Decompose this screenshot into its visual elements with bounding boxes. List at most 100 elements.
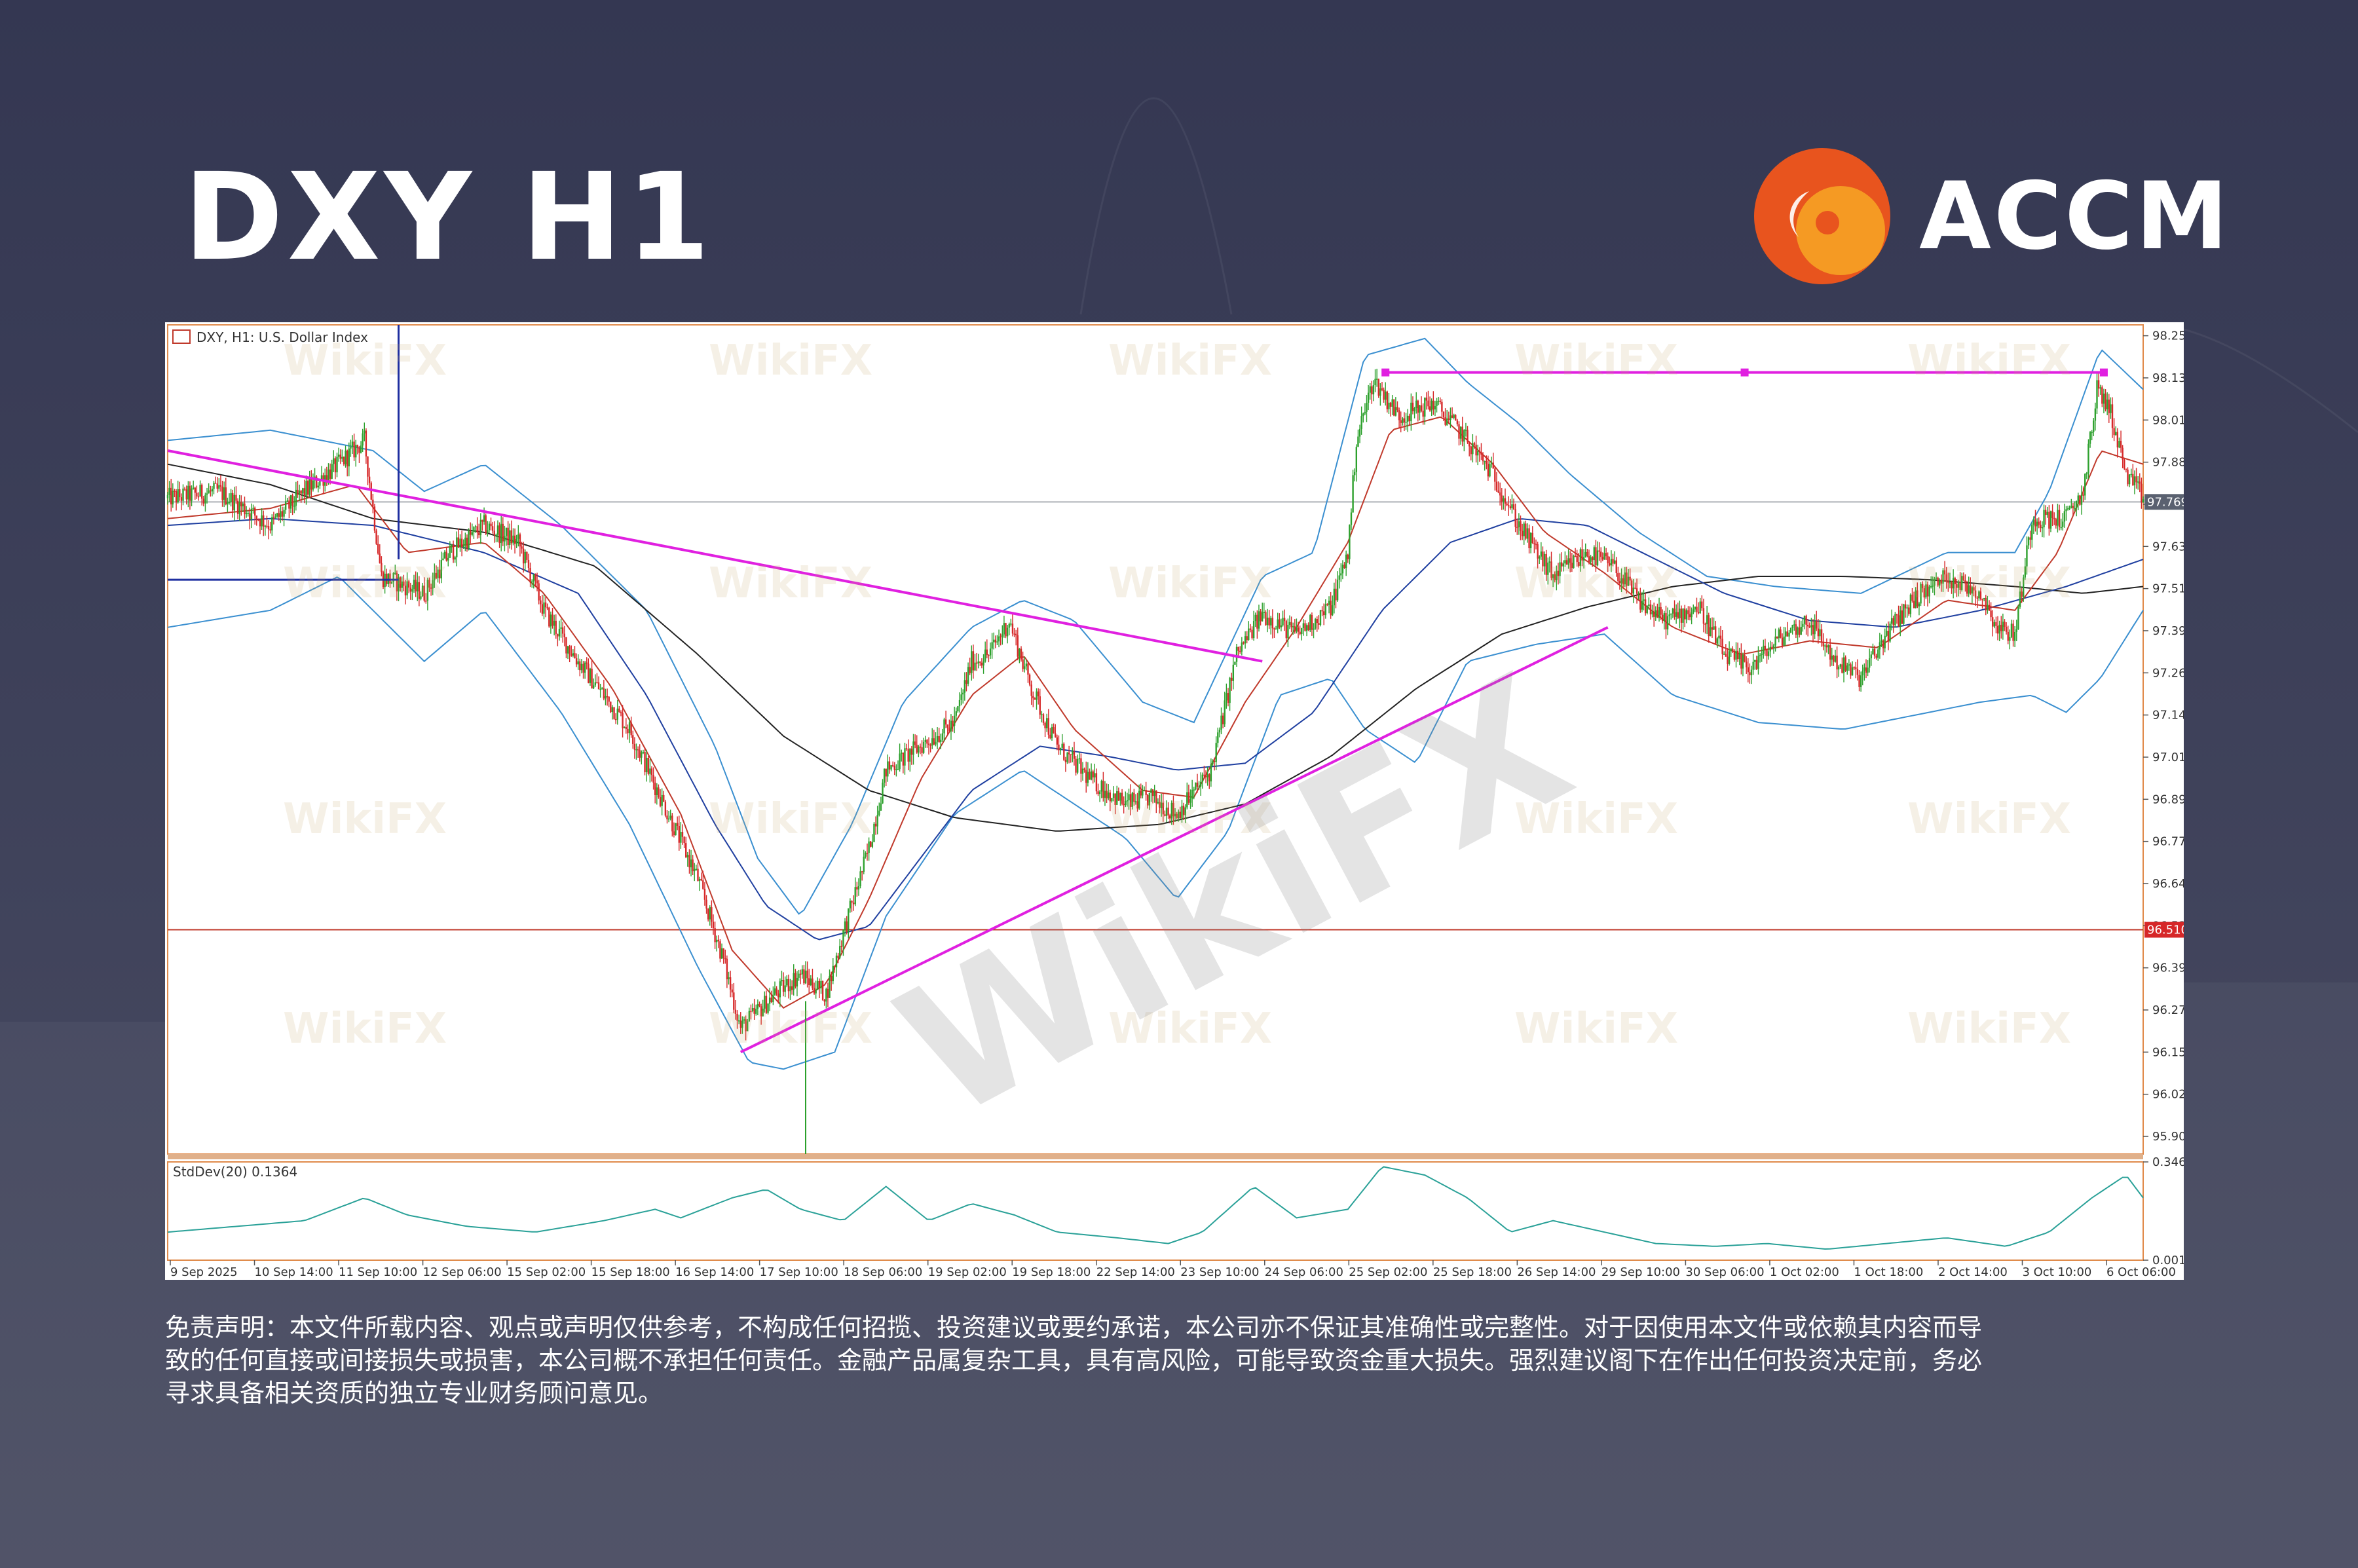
candle-body [565,637,567,654]
candle-body [1656,610,1658,618]
candle-body [1629,576,1631,581]
candle-body [452,544,455,560]
watermark-label: WikiFX [283,337,447,385]
candle-body [1335,588,1337,601]
candle-body [1662,614,1664,622]
candle-body [1109,793,1112,802]
candle-body [873,823,875,842]
candle-body [2000,624,2002,631]
candle-body [1831,656,1833,660]
candle-body [1711,627,1713,630]
brand-logo-inner-icon [1796,186,1885,275]
candle-body [1685,610,1687,620]
candle-body [183,488,186,490]
candle-body [454,557,456,560]
candle-body [2130,474,2132,476]
candle-body [2068,508,2070,510]
candle-body [1275,628,1277,630]
candle-body [1824,645,1826,646]
candle-body [2055,519,2057,526]
candle-body [1593,547,1595,561]
candle-body [297,489,299,495]
candle-body [1237,646,1239,651]
candle-body [291,495,293,506]
candle-body [210,490,212,492]
disclaimer-line: 致的任何直接或间接损失或损害，本公司概不承担任何责任。金融产品属复杂工具，具有高… [165,1346,1983,1375]
time-axis-label: 9 Sep 2025 [170,1265,238,1279]
candle-body [531,581,533,583]
candle-body [218,485,220,489]
candle-body [1424,398,1426,417]
candle-body [936,736,939,742]
candle-body [468,531,470,549]
candle-body [644,751,646,773]
candle-body [1489,464,1491,477]
candle-body [697,868,699,882]
candle-body [2051,511,2053,518]
candle-body [1624,572,1626,585]
candle-body [1603,553,1605,560]
candle-body [2096,380,2098,409]
candle-body [521,546,523,549]
candle-body [1613,560,1616,564]
candle-body [1425,398,1428,401]
candle-body [2118,441,2120,448]
candle-body [1596,550,1599,566]
candle-body [664,802,667,816]
candle-body [469,531,472,535]
time-axis-label: 16 Sep 14:00 [675,1265,754,1279]
candle-body [1701,601,1703,608]
candle-body [189,485,191,501]
candle-body [1453,415,1455,418]
candle-body [1116,791,1118,805]
candle-body [1412,402,1414,411]
candle-body [1666,616,1669,629]
candle-body [375,531,377,544]
candle-body [736,1013,738,1021]
candle-body [1665,612,1667,629]
candle-body [1145,790,1147,795]
candle-body [1270,618,1272,625]
candle-body [2057,510,2059,526]
candle-body [1338,575,1340,580]
candle-body [1612,559,1614,564]
candle-body [1013,633,1015,635]
candle-body [700,878,702,881]
candle-body [1581,549,1583,561]
candle-body [2084,474,2086,496]
candle-body [1010,624,1012,625]
ma-mid-line [167,517,2144,941]
candle-body [1323,611,1325,616]
candle-body [1858,675,1860,687]
candle-body [1879,642,1881,650]
candle-body [170,487,172,505]
candle-body [1952,578,1955,589]
candle-body [1884,635,1886,648]
candle-body [1008,624,1010,628]
candle-body [703,888,706,900]
candle-body [1725,654,1727,657]
candle-body [1805,616,1807,625]
candle-body [1973,587,1975,591]
candle-body [1512,504,1515,510]
candle-body [741,1020,743,1028]
candle-body [801,969,803,975]
candle-body [517,534,519,539]
candle-body [2013,631,2016,641]
candle-body [1265,612,1267,625]
candle-body [2122,447,2124,460]
candle-body [1601,557,1604,560]
indicator-label: StdDev(20) 0.1364 [173,1164,297,1180]
candle-body [1333,588,1336,606]
candle-body [1362,413,1364,417]
candle-body [593,685,595,689]
candle-body [379,553,381,563]
candle-body [1205,775,1207,777]
candle-body [1971,587,1974,594]
candle-body [639,750,641,758]
watermark-label: WikiFX [283,559,447,608]
candle-body [1212,761,1214,764]
candle-body [675,823,677,836]
candle-body [2048,512,2050,529]
candle-body [221,486,223,500]
